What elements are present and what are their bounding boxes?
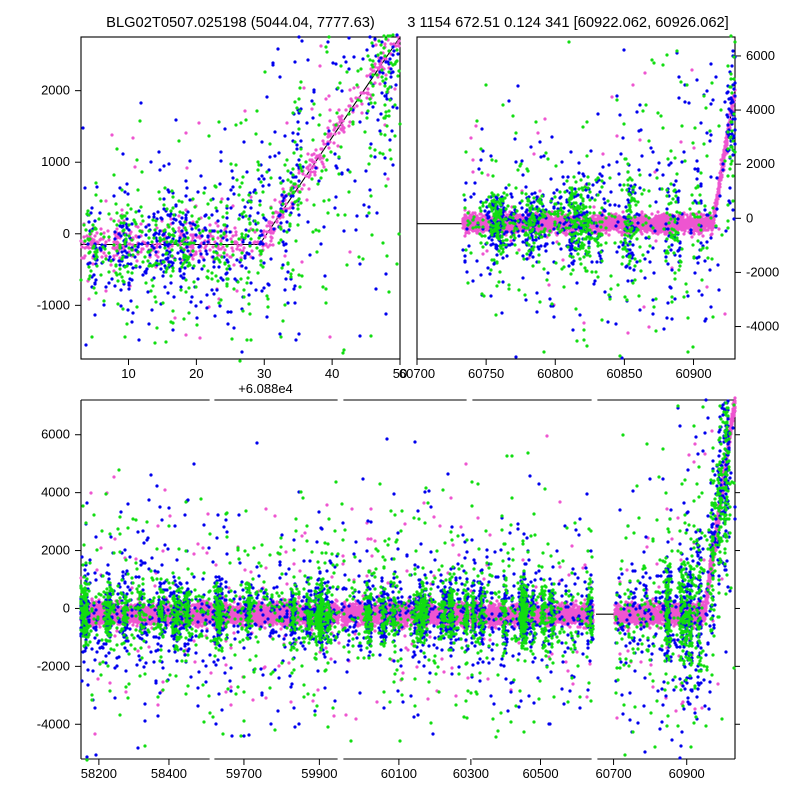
- svg-text:1000: 1000: [41, 154, 70, 169]
- svg-text:6000: 6000: [746, 48, 775, 63]
- svg-text:0: 0: [63, 226, 70, 241]
- svg-text:60100: 60100: [381, 766, 417, 781]
- svg-text:59700: 59700: [226, 766, 262, 781]
- svg-text:4000: 4000: [41, 485, 70, 500]
- svg-text:-4000: -4000: [746, 319, 779, 334]
- svg-text:60700: 60700: [399, 366, 435, 381]
- svg-text:60300: 60300: [453, 766, 489, 781]
- svg-text:30: 30: [257, 366, 271, 381]
- svg-text:-2000: -2000: [37, 658, 70, 673]
- svg-text:60900: 60900: [669, 766, 705, 781]
- svg-text:+6.088e4: +6.088e4: [238, 381, 293, 396]
- svg-text:60850: 60850: [606, 366, 642, 381]
- svg-text:2000: 2000: [41, 543, 70, 558]
- svg-text:4000: 4000: [746, 102, 775, 117]
- svg-text:59900: 59900: [301, 766, 337, 781]
- svg-text:0: 0: [746, 210, 753, 225]
- svg-text:-1000: -1000: [37, 297, 70, 312]
- svg-text:60800: 60800: [537, 366, 573, 381]
- svg-text:20: 20: [189, 366, 203, 381]
- svg-text:60500: 60500: [522, 766, 558, 781]
- svg-text:60750: 60750: [468, 366, 504, 381]
- svg-text:BLG02T0507.025198 (5044.04, 77: BLG02T0507.025198 (5044.04, 7777.63): [106, 15, 375, 31]
- svg-text:60700: 60700: [595, 766, 631, 781]
- svg-text:60900: 60900: [675, 366, 711, 381]
- svg-text:6000: 6000: [41, 427, 70, 442]
- svg-text:2000: 2000: [746, 156, 775, 171]
- svg-text:2000: 2000: [41, 83, 70, 98]
- svg-text:40: 40: [325, 366, 339, 381]
- svg-text:-4000: -4000: [37, 716, 70, 731]
- svg-text:-2000: -2000: [746, 264, 779, 279]
- svg-text:58200: 58200: [81, 766, 117, 781]
- svg-text:58400: 58400: [151, 766, 187, 781]
- svg-text:0: 0: [63, 600, 70, 615]
- svg-text:10: 10: [121, 366, 135, 381]
- svg-text:3 1154 672.51 0.124 341 [60922: 3 1154 672.51 0.124 341 [60922.062, 6092…: [407, 15, 729, 31]
